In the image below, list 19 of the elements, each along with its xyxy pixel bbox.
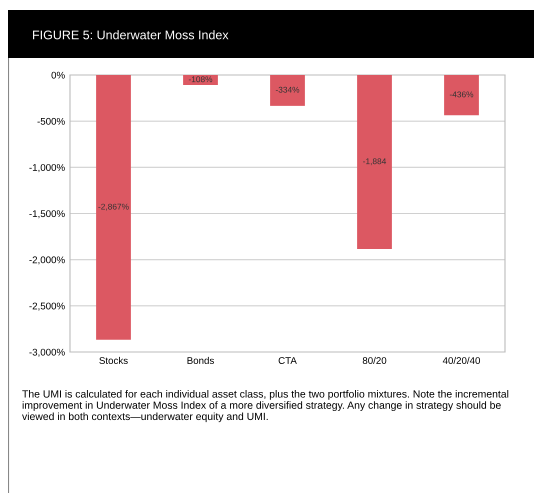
data-label: -436% (450, 91, 474, 98)
y-tick-label: -1,000% (29, 164, 65, 172)
data-label: -108% (188, 76, 212, 82)
data-label: -334% (276, 86, 300, 93)
y-tick-label: -500% (37, 118, 65, 125)
data-label: -2,867% (98, 204, 129, 211)
y-tick-label: -2,500% (29, 302, 65, 311)
y-tick-label: -2,000% (29, 256, 65, 264)
y-tick-label: -3,000% (29, 348, 65, 357)
data-label: -1,884 (363, 158, 386, 166)
y-tick-label: 0% (51, 72, 65, 79)
x-tick-label: 40/20/40 (442, 356, 480, 364)
y-tick-label: -1,500% (29, 210, 65, 218)
x-tick-label: Bonds (188, 356, 214, 364)
chart-title: FIGURE 5: Underwater Moss Index (33, 30, 228, 40)
text: The UMI is calculated for each individual asset class, plus the two portfolio mixtures. Note the incremental improvement in Underwater Moss Index of a more diversified strategy. Any change in strategy should be viewed in both contexts—underwater equity and UMI. (22, 390, 508, 422)
x-tick-label: Stocks (99, 356, 128, 364)
x-tick-label: 80/20 (362, 356, 386, 364)
x-tick-label: CTA (278, 357, 297, 364)
